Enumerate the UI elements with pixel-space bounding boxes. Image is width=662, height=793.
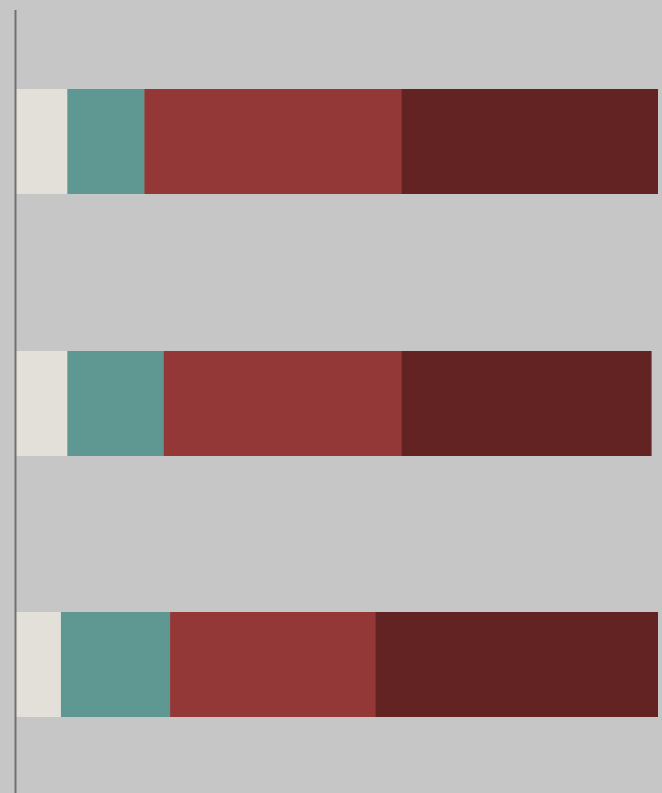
bar-segment-row2-series4 [401, 351, 652, 456]
bars-group [16, 89, 658, 717]
bar-segment-row1-series1 [16, 89, 68, 194]
bar-segment-row1-series4 [401, 89, 658, 194]
bar-segment-row3-series2 [60, 612, 171, 717]
bar-segment-row2-series1 [16, 351, 68, 456]
bar-segment-row1-series3 [144, 89, 402, 194]
bar-segment-row2-series3 [163, 351, 402, 456]
bar-segment-row3-series3 [170, 612, 376, 717]
bar-segment-row1-series2 [67, 89, 145, 194]
bar-segment-row2-series2 [67, 351, 164, 456]
bar-segment-row3-series4 [375, 612, 658, 717]
bar-segment-row3-series1 [16, 612, 61, 717]
